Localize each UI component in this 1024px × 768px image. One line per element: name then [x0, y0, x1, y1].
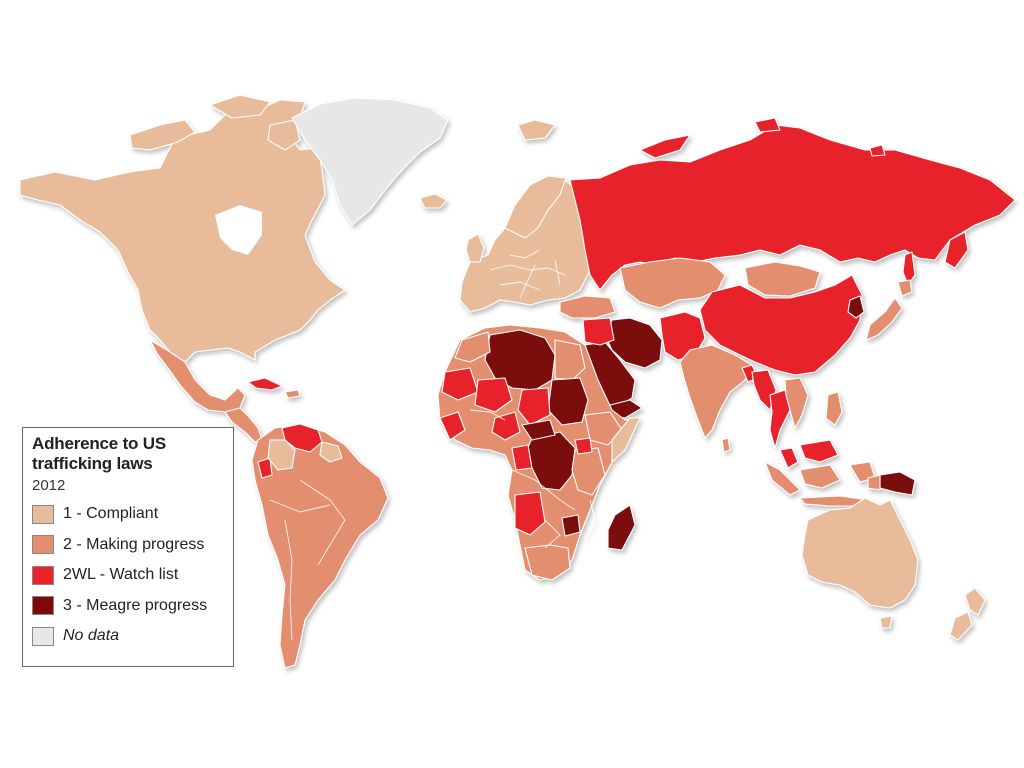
scandinavia	[504, 175, 567, 239]
legend-swatch-making-progress	[32, 535, 54, 555]
country-japan	[865, 297, 903, 341]
legend-swatch-watch-list	[32, 565, 54, 585]
country-congo	[511, 444, 533, 471]
legend-swatch-no-data	[32, 626, 54, 646]
caribbean-islands	[284, 389, 301, 399]
country-angola	[514, 491, 546, 536]
arctic-russia-islands	[754, 117, 886, 157]
andes-borders	[269, 479, 346, 641]
country-mongolia	[744, 261, 821, 297]
legend-item-watch-list: 2WL - Watch list	[32, 560, 225, 591]
country-south-africa	[524, 544, 571, 581]
country-china	[699, 274, 863, 376]
legend-label-making-progress: 2 - Making progress	[63, 535, 205, 553]
tasmania	[879, 615, 893, 629]
country-indonesia	[764, 461, 876, 507]
legend-swatch-compliant	[32, 504, 54, 524]
country-zimbabwe	[561, 514, 581, 537]
country-india	[679, 344, 753, 439]
country-australia	[801, 497, 919, 609]
legend-box: Adherence to US trafficking laws 2012 1 …	[22, 427, 234, 667]
legend-title-line1: Adherence to US	[32, 434, 166, 453]
legend-label-compliant: 1 - Compliant	[63, 505, 159, 523]
legend-item-making-progress: 2 - Making progress	[32, 530, 225, 561]
country-north-korea	[847, 295, 865, 319]
legend-swatch-meagre-progress	[32, 596, 54, 616]
country-guyana	[319, 441, 343, 463]
country-malaysia	[779, 439, 839, 469]
country-burma	[751, 369, 777, 411]
country-nigeria	[491, 411, 521, 441]
sakhalin	[902, 251, 916, 286]
country-west-papua	[867, 474, 881, 491]
country-chad	[517, 387, 551, 426]
europe-borders	[489, 249, 566, 299]
legend-year: 2012	[32, 477, 66, 494]
legend-item-meagre-progress: 3 - Meagre progress	[32, 591, 225, 622]
svalbard	[517, 119, 556, 141]
country-new-zealand	[949, 587, 986, 641]
arctic-islands	[129, 94, 301, 151]
country-mexico	[149, 339, 246, 413]
country-guinea	[439, 411, 466, 441]
country-car	[521, 419, 556, 441]
legend-label-watch-list: 2WL - Watch list	[63, 566, 179, 584]
country-vietnam-laos	[784, 377, 809, 429]
legend-item-no-data: No data	[32, 621, 225, 652]
country-greenland	[291, 97, 449, 226]
africa-borders	[469, 409, 596, 549]
country-uk	[465, 233, 485, 263]
country-libya-algeria	[484, 329, 556, 391]
hudson-bay	[215, 205, 262, 255]
country-iceland	[419, 193, 448, 209]
country-madagascar	[607, 504, 636, 551]
country-mauritania	[441, 367, 479, 401]
country-colombia	[267, 439, 296, 471]
legend-label-no-data: No data	[63, 627, 120, 645]
country-morocco	[454, 331, 491, 363]
novaya-zemlya	[639, 134, 691, 159]
hokkaido	[897, 279, 913, 297]
country-kenya-tanzania	[571, 447, 606, 496]
country-cuba	[247, 377, 283, 391]
country-philippines	[825, 391, 843, 426]
country-uganda	[574, 437, 593, 455]
country-iraq-syria	[582, 317, 615, 346]
kamchatka	[944, 231, 969, 269]
country-egypt	[554, 339, 586, 381]
legend-label-meagre-progress: 3 - Meagre progress	[63, 596, 208, 614]
country-mali	[474, 377, 513, 413]
legend-title-line2: trafficking laws	[32, 454, 153, 473]
country-sri-lanka	[721, 437, 731, 453]
legend-item-compliant: 1 - Compliant	[32, 499, 225, 530]
country-ecuador	[257, 457, 273, 479]
country-somalia	[611, 417, 641, 463]
country-papua-new-guinea	[879, 471, 916, 496]
country-turkey	[559, 295, 616, 319]
south-america	[251, 424, 389, 669]
central-asia	[619, 257, 726, 309]
country-russia	[569, 124, 1016, 291]
